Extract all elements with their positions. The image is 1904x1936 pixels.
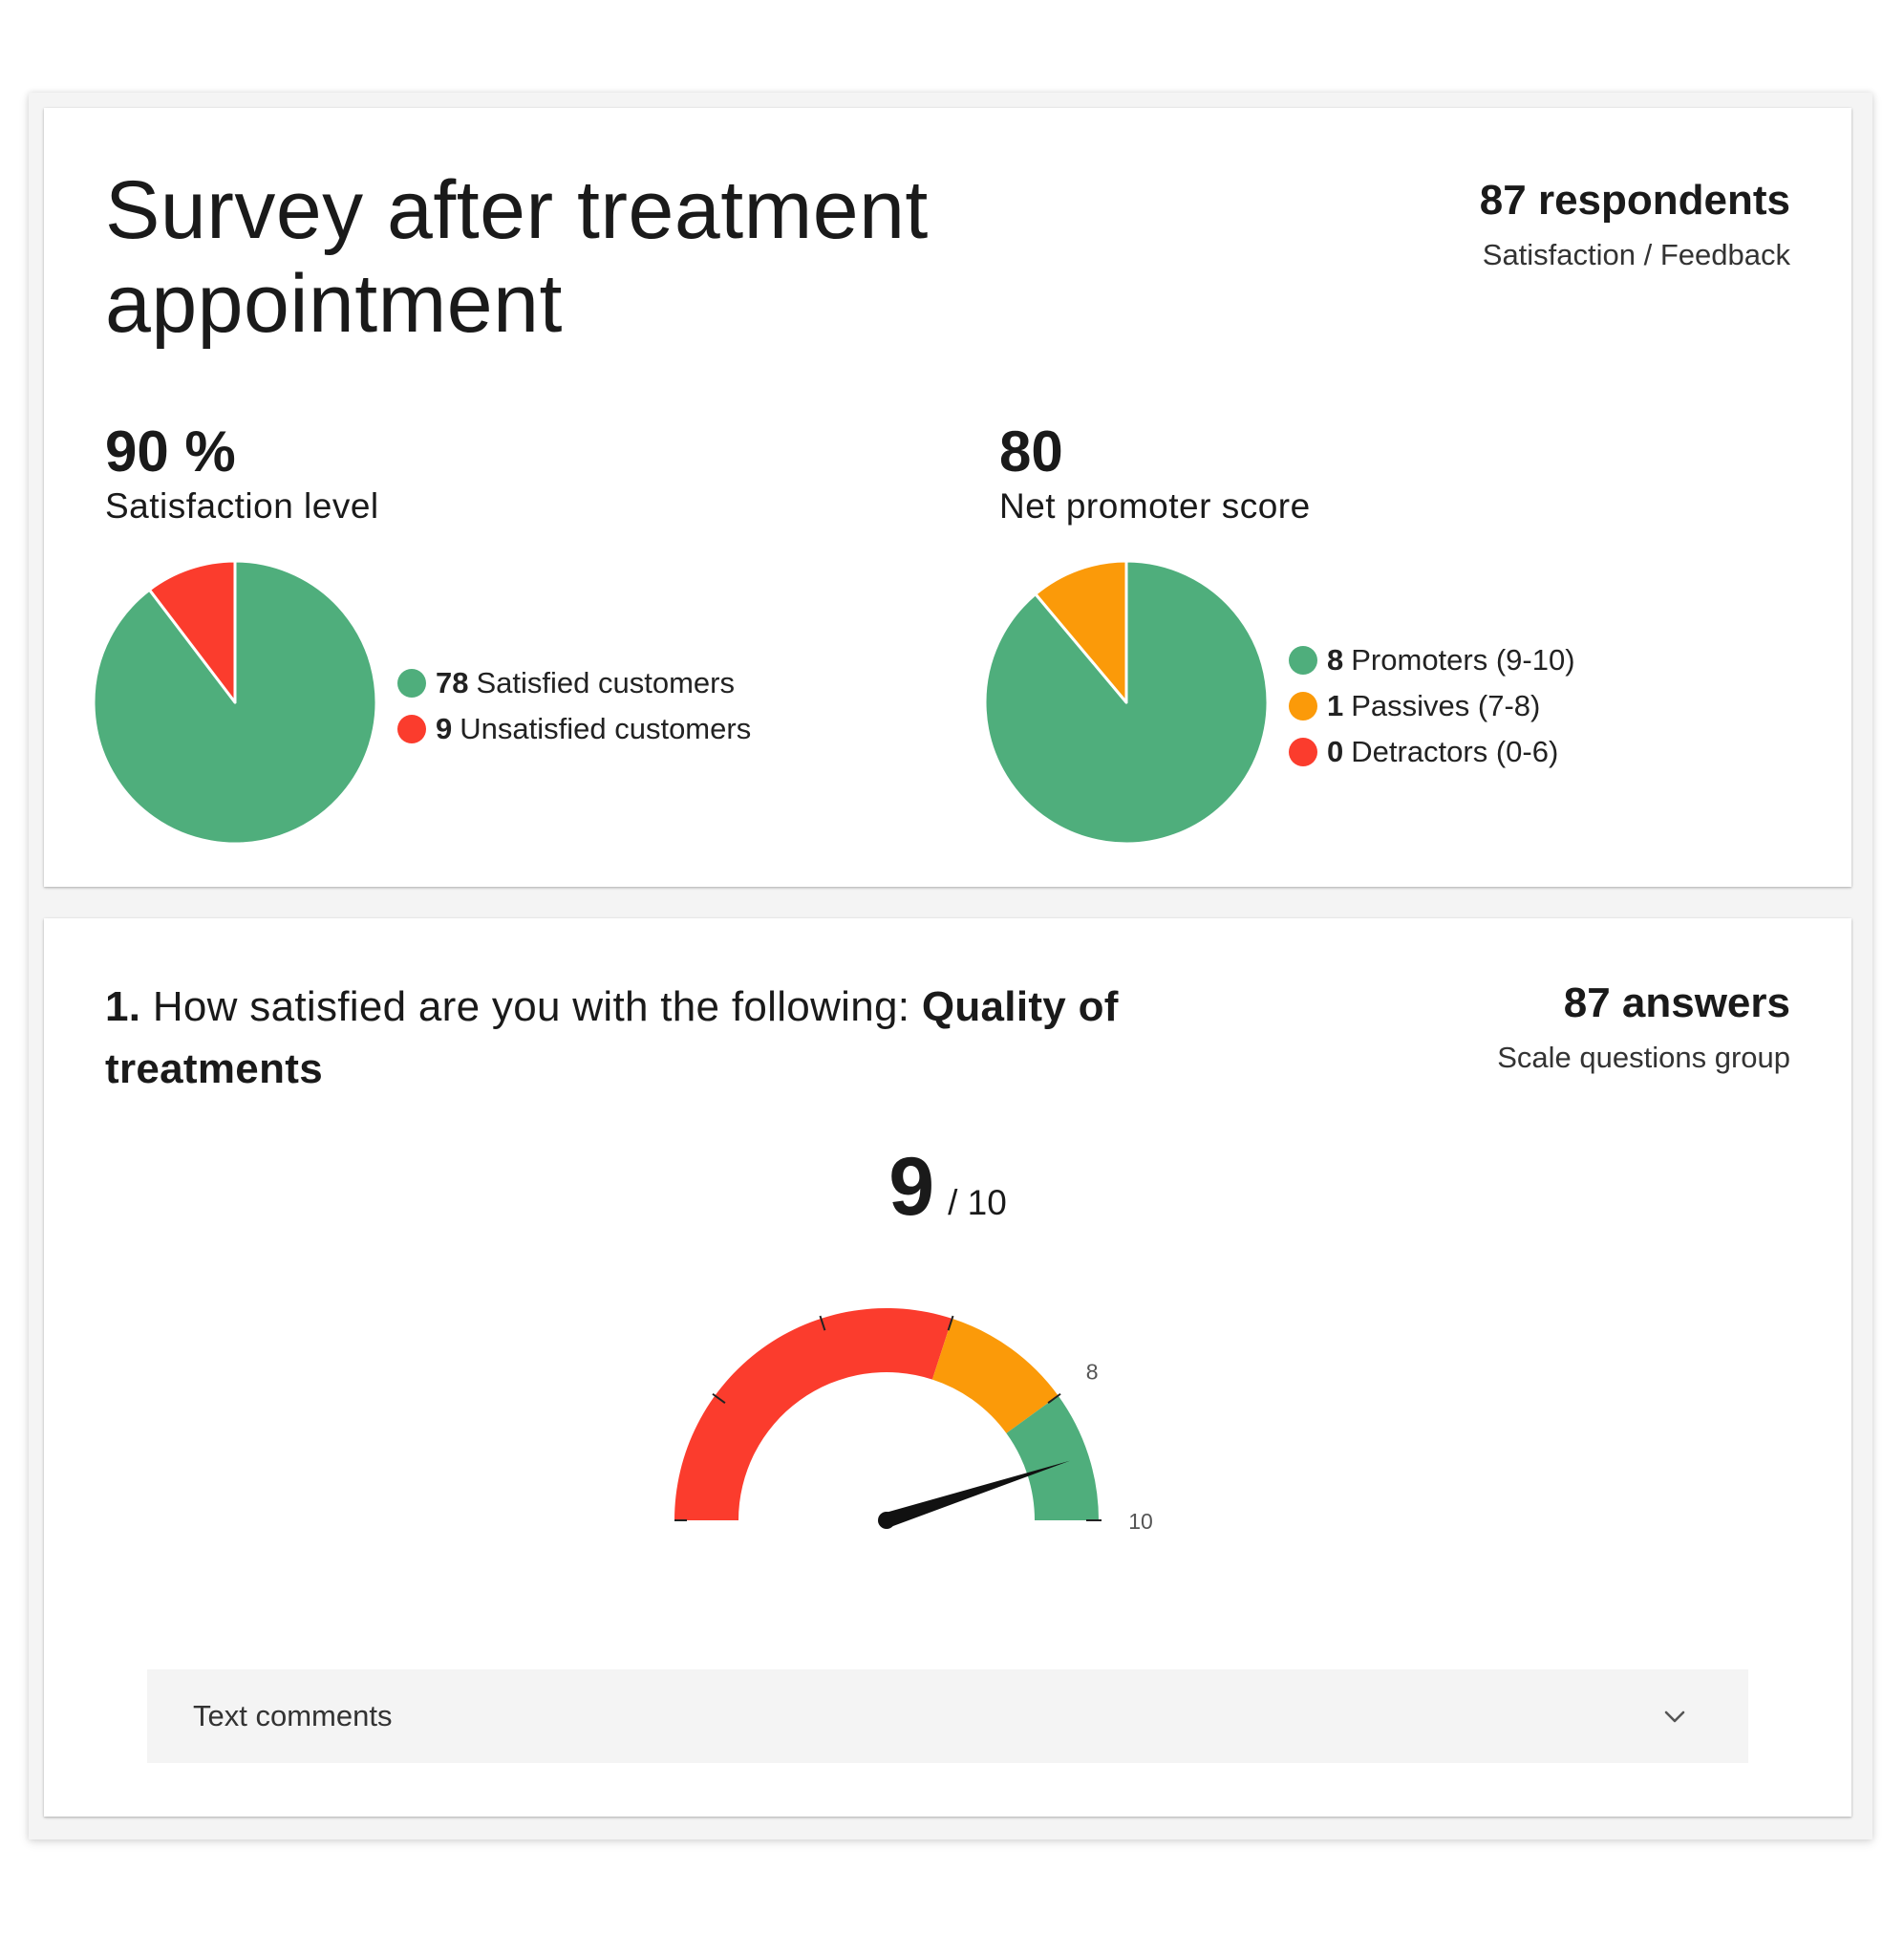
question-group: Scale questions group	[1497, 1041, 1790, 1074]
gauge-needle	[884, 1460, 1071, 1528]
satisfaction-value: 90 %	[105, 419, 236, 484]
legend-dot-satisfied	[397, 669, 426, 698]
gauge-tick-6	[947, 1315, 954, 1331]
gauge-band-2	[931, 1318, 1059, 1433]
satisfaction-gauge: 04810	[674, 1308, 1153, 1534]
legend-item-satisfied: 78 Satisfied customers	[397, 660, 751, 706]
legend-item-passives: 1 Passives (7-8)	[1289, 683, 1575, 729]
legend-dot-unsatisfied	[397, 715, 426, 743]
gauge-band-3	[1006, 1395, 1099, 1520]
survey-category: Satisfaction / Feedback	[1482, 238, 1790, 271]
gauge-tick-2	[712, 1392, 726, 1404]
legend-dot-promoters	[1289, 646, 1317, 675]
detractors-count: 0	[1327, 735, 1344, 768]
unsatisfied-label: Unsatisfied customers	[460, 712, 752, 745]
question-title: 1. How satisfied are you with the follow…	[105, 976, 1299, 1100]
legend-item-promoters: 8 Promoters (9-10)	[1289, 637, 1575, 683]
text-comments-label: Text comments	[193, 1699, 393, 1732]
chevron-down-icon	[1664, 1710, 1685, 1723]
respondents-count: 87 respondents	[1479, 177, 1790, 224]
promoters-count: 8	[1327, 643, 1344, 677]
gauge-tick-label-8: 8	[1086, 1360, 1099, 1385]
gauge-needle-pivot	[878, 1512, 895, 1529]
dashboard-container: Survey after treatment appointment 87 re…	[29, 93, 1872, 1839]
gauge-tick-4	[819, 1315, 826, 1331]
question-subject: Quality of treatments	[105, 983, 1119, 1092]
score-max: / 10	[948, 1183, 1007, 1222]
survey-title: Survey after treatment appointment	[105, 164, 929, 350]
legend-item-detractors: 0 Detractors (0-6)	[1289, 729, 1575, 775]
question-number: 1.	[105, 983, 141, 1030]
gauge-tick-label-10: 10	[1128, 1509, 1153, 1534]
question-card: 1. How satisfied are you with the follow…	[44, 918, 1851, 1817]
gauge-band-1	[674, 1308, 952, 1520]
legend-dot-passives	[1289, 692, 1317, 721]
satisfied-label: Satisfied customers	[476, 666, 735, 699]
nps-legend: 8 Promoters (9-10) 1 Passives (7-8) 0 De…	[1289, 637, 1575, 775]
question-text: How satisfied are you with the following…	[152, 983, 910, 1030]
nps-label: Net promoter score	[999, 486, 1311, 526]
passives-count: 1	[1327, 689, 1344, 722]
satisfaction-pie-chart	[92, 559, 378, 846]
unsatisfied-count: 9	[436, 712, 453, 745]
answers-block: 87 answers Scale questions group	[1497, 979, 1790, 1077]
survey-summary-card: Survey after treatment appointment 87 re…	[44, 108, 1851, 887]
pie-slice-unsatisfied	[147, 559, 237, 704]
satisfied-count: 78	[436, 666, 469, 699]
nps-pie-chart	[983, 559, 1270, 846]
pie-slice-passives	[1034, 559, 1128, 704]
gauge-tick-8	[1047, 1392, 1061, 1404]
passives-label: Passives (7-8)	[1351, 689, 1541, 722]
promoters-label: Promoters (9-10)	[1351, 643, 1575, 677]
legend-item-unsatisfied: 9 Unsatisfied customers	[397, 706, 751, 752]
legend-dot-detractors	[1289, 738, 1317, 766]
satisfaction-label: Satisfaction level	[105, 486, 379, 526]
score-display: 9 / 10	[44, 1140, 1851, 1235]
satisfaction-legend: 78 Satisfied customers 9 Unsatisfied cus…	[397, 660, 751, 752]
respondents-block: 87 respondents Satisfaction / Feedback	[1480, 177, 1790, 274]
score-value: 9	[888, 1141, 935, 1233]
detractors-label: Detractors (0-6)	[1351, 735, 1559, 768]
text-comments-toggle[interactable]: Text comments	[147, 1669, 1748, 1763]
answers-count: 87 answers	[1563, 979, 1790, 1026]
nps-value: 80	[999, 419, 1063, 484]
